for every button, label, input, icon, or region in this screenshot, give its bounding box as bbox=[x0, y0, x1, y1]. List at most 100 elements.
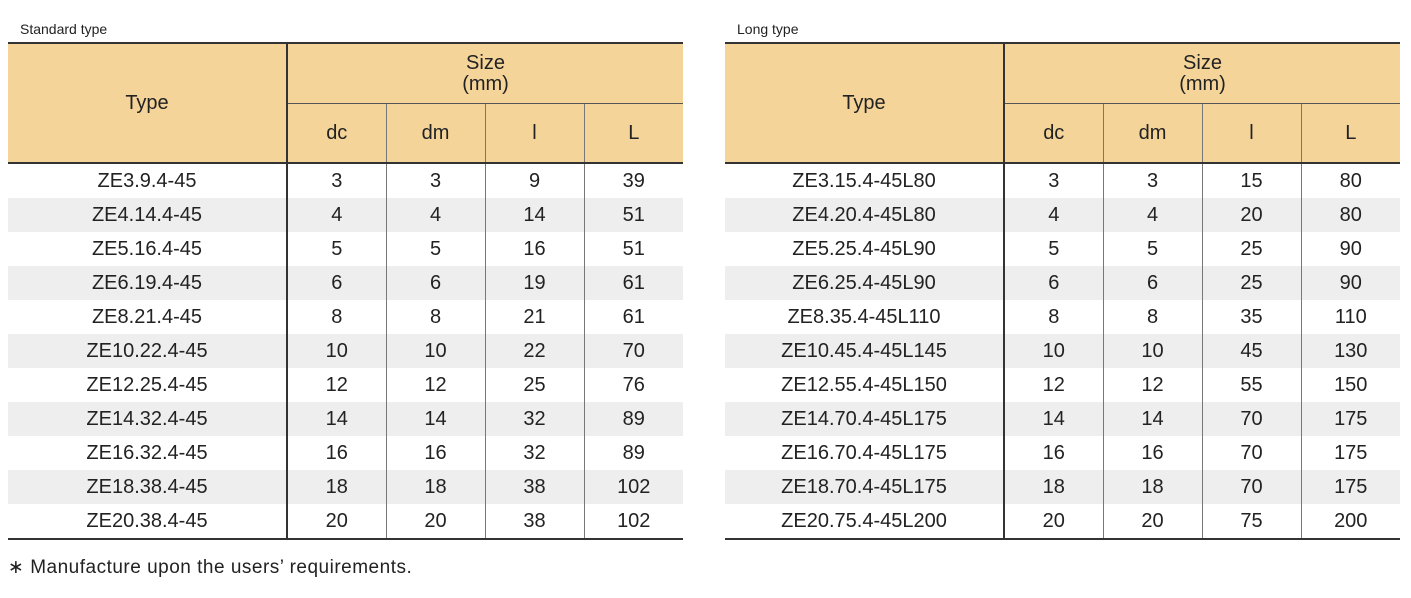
l-cell: 25 bbox=[1202, 266, 1302, 300]
dc-cell: 20 bbox=[287, 504, 387, 539]
type-cell: ZE10.22.4-45 bbox=[8, 334, 288, 368]
table-row: ZE20.75.4-45L200 20 20 75 200 bbox=[725, 504, 1401, 539]
dc-cell: 3 bbox=[287, 163, 387, 198]
dm-cell: 8 bbox=[1103, 300, 1203, 334]
size-label: Size bbox=[466, 51, 505, 74]
table-row: ZE16.32.4-45 16 16 32 89 bbox=[8, 436, 684, 470]
L-column-header: L bbox=[1301, 103, 1401, 164]
l-cell: 70 bbox=[1202, 436, 1302, 470]
dm-cell: 5 bbox=[386, 232, 486, 266]
type-cell: ZE3.9.4-45 bbox=[8, 163, 288, 198]
l-cell: 70 bbox=[1202, 470, 1302, 504]
type-column-header: Type bbox=[725, 43, 1005, 164]
L-cell: 51 bbox=[584, 198, 684, 232]
dm-cell: 10 bbox=[386, 334, 486, 368]
dc-cell: 14 bbox=[1004, 402, 1104, 436]
l-cell: 38 bbox=[485, 470, 585, 504]
L-cell: 130 bbox=[1301, 334, 1401, 368]
table-row: ZE8.21.4-45 8 8 21 61 bbox=[8, 300, 684, 334]
standard-type-panel: Standard type Type Size (mm) dc dm l L bbox=[8, 18, 684, 540]
dm-cell: 4 bbox=[1103, 198, 1203, 232]
dm-cell: 16 bbox=[386, 436, 486, 470]
dc-cell: 16 bbox=[287, 436, 387, 470]
l-cell: 19 bbox=[485, 266, 585, 300]
dc-cell: 12 bbox=[287, 368, 387, 402]
table-row: ZE3.15.4-45L80 3 3 15 80 bbox=[725, 163, 1401, 198]
type-cell: ZE3.15.4-45L80 bbox=[725, 163, 1005, 198]
type-cell: ZE6.25.4-45L90 bbox=[725, 266, 1005, 300]
L-cell: 110 bbox=[1301, 300, 1401, 334]
L-cell: 89 bbox=[584, 436, 684, 470]
type-cell: ZE10.45.4-45L145 bbox=[725, 334, 1005, 368]
table-row: ZE12.25.4-45 12 12 25 76 bbox=[8, 368, 684, 402]
dc-cell: 8 bbox=[1004, 300, 1104, 334]
l-cell: 45 bbox=[1202, 334, 1302, 368]
table-row: ZE18.38.4-45 18 18 38 102 bbox=[8, 470, 684, 504]
l-cell: 16 bbox=[485, 232, 585, 266]
dc-cell: 20 bbox=[1004, 504, 1104, 539]
dc-cell: 14 bbox=[287, 402, 387, 436]
dm-cell: 18 bbox=[386, 470, 486, 504]
dc-cell: 16 bbox=[1004, 436, 1104, 470]
L-cell: 175 bbox=[1301, 470, 1401, 504]
L-cell: 175 bbox=[1301, 402, 1401, 436]
dm-cell: 6 bbox=[386, 266, 486, 300]
dm-cell: 12 bbox=[386, 368, 486, 402]
table-row: ZE14.70.4-45L175 14 14 70 175 bbox=[725, 402, 1401, 436]
type-cell: ZE18.70.4-45L175 bbox=[725, 470, 1005, 504]
table-row: ZE5.16.4-45 5 5 16 51 bbox=[8, 232, 684, 266]
L-cell: 89 bbox=[584, 402, 684, 436]
l-column-header: l bbox=[485, 103, 585, 164]
l-cell: 14 bbox=[485, 198, 585, 232]
table-row: ZE4.20.4-45L80 4 4 20 80 bbox=[725, 198, 1401, 232]
size-unit-label: (mm) bbox=[462, 72, 509, 95]
type-cell: ZE16.32.4-45 bbox=[8, 436, 288, 470]
l-cell: 35 bbox=[1202, 300, 1302, 334]
table-row: ZE3.9.4-45 3 3 9 39 bbox=[8, 163, 684, 198]
type-cell: ZE20.38.4-45 bbox=[8, 504, 288, 539]
type-cell: ZE16.70.4-45L175 bbox=[725, 436, 1005, 470]
dm-cell: 18 bbox=[1103, 470, 1203, 504]
dc-cell: 4 bbox=[287, 198, 387, 232]
standard-type-table: Type Size (mm) dc dm l L ZE3.9.4-45 3 3 9 39… bbox=[8, 42, 684, 540]
table-row: ZE6.25.4-45L90 6 6 25 90 bbox=[725, 266, 1401, 300]
dm-cell: 5 bbox=[1103, 232, 1203, 266]
dm-cell: 3 bbox=[1103, 163, 1203, 198]
table-row: ZE5.25.4-45L90 5 5 25 90 bbox=[725, 232, 1401, 266]
dm-cell: 4 bbox=[386, 198, 486, 232]
l-cell: 75 bbox=[1202, 504, 1302, 539]
l-cell: 25 bbox=[1202, 232, 1302, 266]
L-cell: 175 bbox=[1301, 436, 1401, 470]
type-cell: ZE4.14.4-45 bbox=[8, 198, 288, 232]
l-cell: 32 bbox=[485, 436, 585, 470]
dm-cell: 10 bbox=[1103, 334, 1203, 368]
dm-cell: 6 bbox=[1103, 266, 1203, 300]
L-cell: 70 bbox=[584, 334, 684, 368]
dm-column-header: dm bbox=[1103, 103, 1203, 164]
standard-type-caption: Standard type bbox=[20, 21, 108, 37]
type-cell: ZE20.75.4-45L200 bbox=[725, 504, 1005, 539]
type-cell: ZE8.21.4-45 bbox=[8, 300, 288, 334]
L-cell: 61 bbox=[584, 300, 684, 334]
l-cell: 70 bbox=[1202, 402, 1302, 436]
table-row: ZE10.45.4-45L145 10 10 45 130 bbox=[725, 334, 1401, 368]
L-cell: 80 bbox=[1301, 163, 1401, 198]
table-row: ZE20.38.4-45 20 20 38 102 bbox=[8, 504, 684, 539]
dm-cell: 8 bbox=[386, 300, 486, 334]
l-cell: 32 bbox=[485, 402, 585, 436]
type-cell: ZE5.16.4-45 bbox=[8, 232, 288, 266]
dm-cell: 14 bbox=[1103, 402, 1203, 436]
size-label: Size bbox=[1183, 51, 1222, 74]
type-cell: ZE4.20.4-45L80 bbox=[725, 198, 1005, 232]
dm-column-header: dm bbox=[386, 103, 486, 164]
l-column-header: l bbox=[1202, 103, 1302, 164]
type-cell: ZE12.55.4-45L150 bbox=[725, 368, 1005, 402]
dc-cell: 10 bbox=[287, 334, 387, 368]
dc-column-header: dc bbox=[1004, 103, 1104, 164]
table-row: ZE10.22.4-45 10 10 22 70 bbox=[8, 334, 684, 368]
table-row: ZE14.32.4-45 14 14 32 89 bbox=[8, 402, 684, 436]
dc-cell: 18 bbox=[287, 470, 387, 504]
l-cell: 25 bbox=[485, 368, 585, 402]
dc-cell: 18 bbox=[1004, 470, 1104, 504]
table-row: ZE4.14.4-45 4 4 14 51 bbox=[8, 198, 684, 232]
